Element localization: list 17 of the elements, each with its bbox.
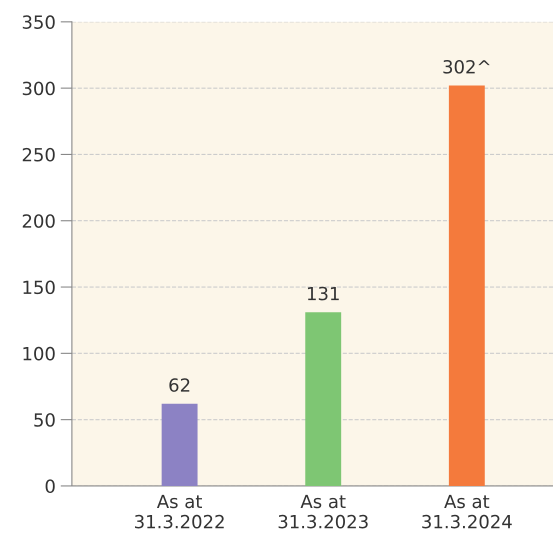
y-tick-label: 300 xyxy=(22,82,55,96)
y-tick-label: 150 xyxy=(23,280,55,294)
y-tick-label: 0 xyxy=(46,479,55,494)
x-tick-label: As at 31.3.2024 xyxy=(422,494,512,528)
data-label: 302^ xyxy=(443,60,490,74)
bar xyxy=(162,404,198,486)
y-tick-label: 100 xyxy=(23,346,55,360)
y-tick-label: 250 xyxy=(22,148,55,162)
data-label: 131 xyxy=(308,286,339,300)
y-tick-label: 200 xyxy=(22,214,55,228)
y-tick-label: 50 xyxy=(34,413,55,427)
data-label: 62 xyxy=(169,378,190,392)
y-tick-label: 350 xyxy=(22,15,55,29)
bar xyxy=(448,85,485,486)
bar xyxy=(305,312,342,486)
x-tick-label: As at 31.3.2022 xyxy=(135,494,224,528)
x-tick-label: As at 31.3.2023 xyxy=(278,494,368,528)
